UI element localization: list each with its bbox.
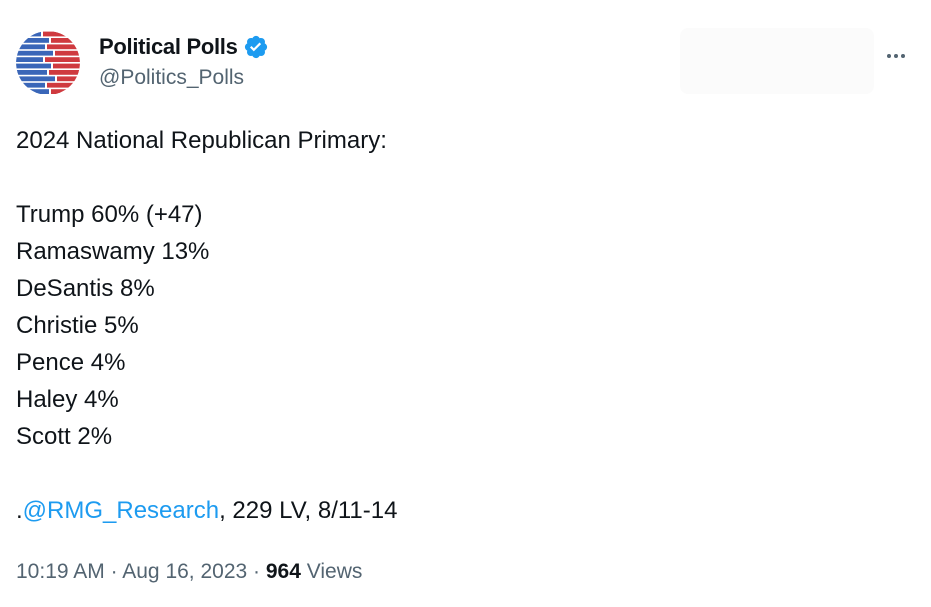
result-line: DeSantis 8% bbox=[16, 275, 155, 302]
tweet-headline: 2024 National Republican Primary: bbox=[16, 127, 387, 154]
blurred-region bbox=[680, 28, 874, 94]
source-line: .@RMG_Research, 229 LV, 8/11-14 bbox=[16, 492, 896, 529]
result-line: Haley 4% bbox=[16, 386, 119, 413]
verified-badge-icon[interactable] bbox=[243, 34, 269, 60]
tweet-time[interactable]: 10:19 AM bbox=[16, 560, 105, 583]
tweet-date[interactable]: Aug 16, 2023 bbox=[122, 560, 248, 583]
result-line: Pence 4% bbox=[16, 349, 126, 376]
result-line: Christie 5% bbox=[16, 312, 139, 339]
result-line: Scott 2% bbox=[16, 423, 113, 450]
more-options-button[interactable] bbox=[878, 40, 914, 72]
views-count[interactable]: 964 bbox=[265, 560, 301, 583]
avatar[interactable] bbox=[16, 31, 80, 95]
author-name-row[interactable]: Political Polls bbox=[99, 32, 269, 62]
author-handle[interactable]: @Politics_Polls bbox=[99, 66, 245, 89]
blank-line bbox=[16, 455, 896, 492]
views-label[interactable]: Views bbox=[306, 560, 363, 583]
meta-separator: · bbox=[104, 560, 123, 583]
result-line: Ramaswamy 13% bbox=[16, 238, 210, 265]
author-display-name[interactable]: Political Polls bbox=[99, 34, 238, 59]
source-details: , 229 LV, 8/11-14 bbox=[219, 497, 398, 524]
tweet-text: 2024 National Republican Primary: Trump … bbox=[16, 122, 896, 529]
red-blue-bars-logo-icon bbox=[16, 31, 80, 95]
source-prefix: . bbox=[16, 497, 23, 524]
tweet-meta: 10:19 AM · Aug 16, 2023 · 964 Views bbox=[16, 556, 362, 588]
ellipsis-icon bbox=[887, 54, 905, 58]
blank-line bbox=[16, 159, 896, 196]
mention-link[interactable]: @RMG_Research bbox=[22, 497, 220, 524]
result-line: Trump 60% (+47) bbox=[16, 201, 203, 228]
meta-separator: · bbox=[247, 560, 266, 583]
